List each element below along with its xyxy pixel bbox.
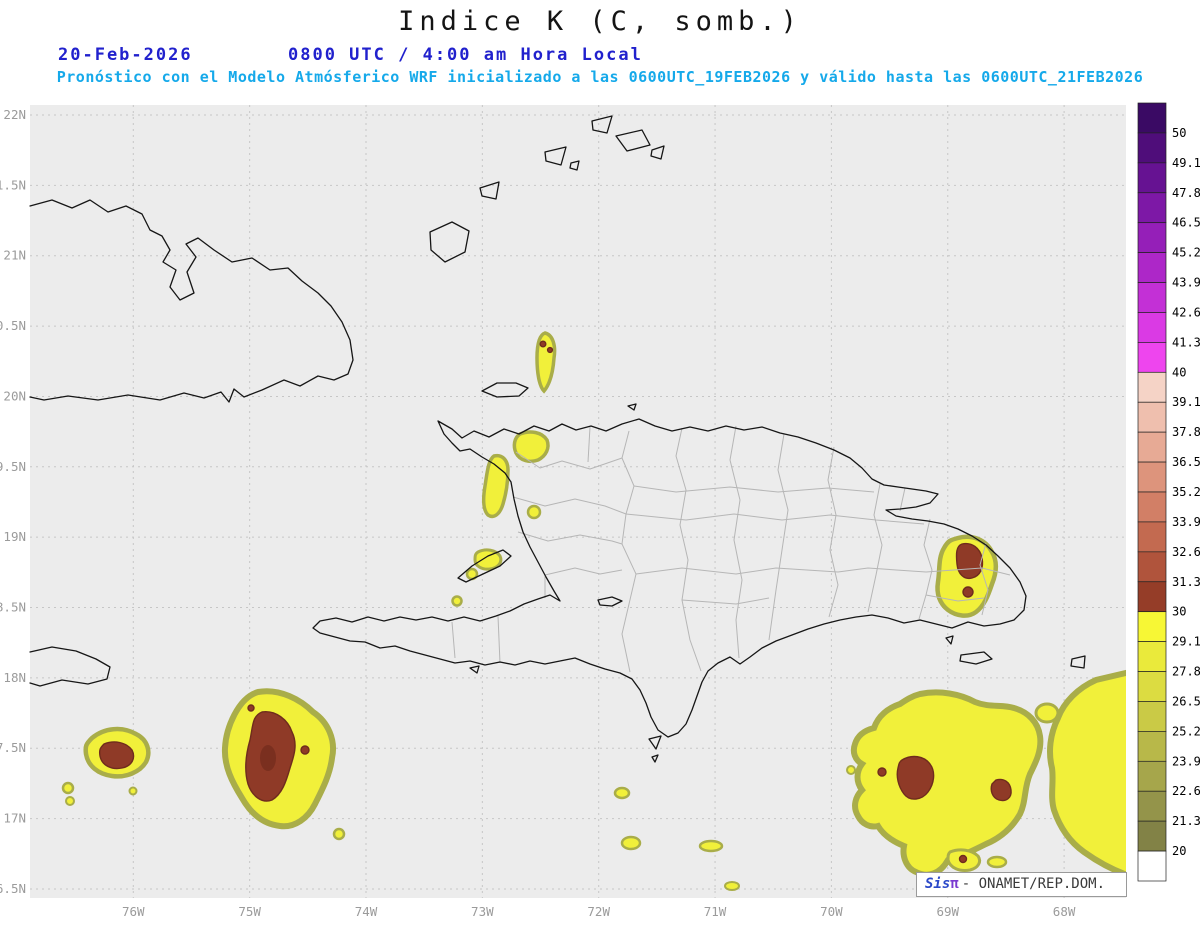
colorbar-tick-label: 26.5 <box>1172 694 1200 708</box>
lat-tick-label: 17N <box>3 811 26 826</box>
colorbar-segment <box>1137 611 1167 642</box>
lake-enriquillo <box>597 596 623 607</box>
colorbar-tick-label: 21.3 <box>1172 814 1200 828</box>
colorbar-tick-label: 47.8 <box>1172 186 1200 200</box>
watermark-pi-symbol: π <box>950 876 959 892</box>
colorbar-segment <box>1137 192 1167 224</box>
axis-labels: 22N 1.5N 21N 0.5N 20N 9.5N 19N 8.5N 18N 7.5N 17N 6.… <box>0 107 1076 919</box>
lat-tick-label: 0.5N <box>0 318 26 333</box>
watermark-org: - ONAMET/REP.DOM. <box>961 876 1106 892</box>
colorbar-tick-label: 40 <box>1172 365 1186 379</box>
lat-tick-label: 6.5N <box>0 881 26 896</box>
colorbar-segment <box>1137 342 1167 373</box>
colorbar-tick-label: 37.8 <box>1172 425 1200 439</box>
colorbar-segment <box>1137 581 1167 613</box>
lon-tick-label: 70W <box>820 904 843 919</box>
colorbar-tick-label: 42.6 <box>1172 305 1200 319</box>
colorbar-segment <box>1137 491 1167 523</box>
colorbar-segment <box>1137 461 1167 493</box>
colorbar-tick-label: 32.6 <box>1172 545 1200 559</box>
colorbar-tick-label: 22.6 <box>1172 784 1200 798</box>
colorbar-segment <box>1137 312 1167 343</box>
colorbar-segment <box>1137 222 1167 253</box>
colorbar-segment <box>1137 790 1167 822</box>
colorbar-segment <box>1137 760 1167 792</box>
colorbar-segment <box>1137 282 1167 313</box>
colorbar-tick-label: 46.5 <box>1172 216 1200 230</box>
colorbar-segment <box>1137 102 1167 134</box>
colorbar-tick-label: 31.3 <box>1172 575 1200 589</box>
watermark-box: Sisπ - ONAMET/REP.DOM. <box>916 872 1127 897</box>
watermark-brand: Sis <box>925 876 951 892</box>
colorbar-segment <box>1137 252 1167 283</box>
colorbar-tick-label: 39.1 <box>1172 395 1200 409</box>
colorbar-tick-label: 25.2 <box>1172 724 1200 738</box>
lat-tick-label: 20N <box>3 388 26 403</box>
colorbar-tick-label: 41.3 <box>1172 335 1200 349</box>
province-borders <box>451 425 1011 673</box>
coastlines <box>29 115 1086 763</box>
colorbar-tick-label: 27.8 <box>1172 665 1200 679</box>
colorbar-tick-label: 30 <box>1172 605 1186 619</box>
lat-tick-label: 21N <box>3 248 26 263</box>
colorbar-segment <box>1137 431 1167 463</box>
colorbar-segment <box>1137 671 1167 702</box>
colorbar: 50 49.1 47.8 46.5 45.2 43.9 42.6 41.3 40 39.1 37.8… <box>1137 102 1200 882</box>
colorbar-segment <box>1137 820 1167 852</box>
chart-title: Indice K (C, somb.) <box>398 6 802 37</box>
lon-tick-label: 68W <box>1053 904 1076 919</box>
colorbar-tick-label: 35.2 <box>1172 485 1200 499</box>
jamaica-coastline <box>29 646 111 687</box>
lat-tick-label: 22N <box>3 107 26 122</box>
hispaniola-coastline <box>312 418 1027 738</box>
k-index-shaded-regions <box>61 331 1126 891</box>
lon-tick-label: 74W <box>355 904 378 919</box>
forecast-valid-time: 0800 UTC / 4:00 am Hora Local <box>288 45 643 65</box>
colorbar-segment <box>1137 731 1167 762</box>
colorbar-tick-label: 20 <box>1172 844 1186 858</box>
colorbar-tick-label: 49.1 <box>1172 156 1200 170</box>
forecast-model-line: Pronóstico con el Modelo Atmósferico WRF… <box>56 68 1144 86</box>
lat-tick-label: 8.5N <box>0 600 26 615</box>
gonave-island <box>457 549 512 583</box>
tortuga-island <box>481 382 529 398</box>
colorbar-segment <box>1137 551 1167 583</box>
saona-island <box>959 651 993 665</box>
colorbar-segment <box>1137 401 1167 433</box>
lat-tick-label: 1.5N <box>0 177 26 192</box>
lon-tick-label: 71W <box>704 904 727 919</box>
lat-tick-label: 7.5N <box>0 740 26 755</box>
colorbar-segment <box>1137 371 1167 403</box>
forecast-date: 20-Feb-2026 <box>58 45 193 65</box>
colorbar-segment <box>1137 521 1167 553</box>
lon-tick-label: 73W <box>471 904 494 919</box>
lon-tick-label: 69W <box>936 904 959 919</box>
mona-island <box>1070 655 1086 669</box>
colorbar-segment <box>1137 162 1167 194</box>
lat-tick-label: 19N <box>3 529 26 544</box>
colorbar-tick-label: 50 <box>1172 126 1186 140</box>
lat-tick-label: 18N <box>3 670 26 685</box>
colorbar-tick-label: 43.9 <box>1172 276 1200 290</box>
colorbar-segment <box>1137 850 1167 882</box>
colorbar-tick-label: 45.2 <box>1172 246 1200 260</box>
lon-tick-label: 76W <box>122 904 145 919</box>
colorbar-segment <box>1137 132 1167 164</box>
colorbar-segment <box>1137 641 1167 672</box>
colorbar-tick-label: 29.1 <box>1172 635 1200 649</box>
lat-tick-label: 9.5N <box>0 459 26 474</box>
cuba-coastline <box>29 199 354 403</box>
colorbar-segment <box>1137 701 1167 732</box>
colorbar-tick-label: 36.5 <box>1172 455 1200 469</box>
colorbar-tick-label: 33.9 <box>1172 515 1200 529</box>
lon-tick-label: 75W <box>238 904 261 919</box>
lon-tick-label: 72W <box>587 904 610 919</box>
colorbar-tick-label: 23.9 <box>1172 754 1200 768</box>
